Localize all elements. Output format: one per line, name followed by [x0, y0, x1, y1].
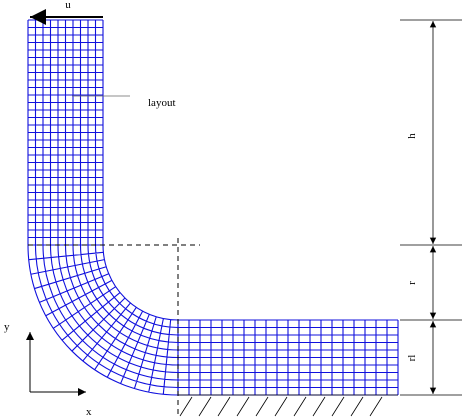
vertical-mesh [27, 19, 104, 246]
annotations: u layout h r rl y x [4, 0, 462, 418]
label-h: h [406, 133, 418, 139]
horizontal-mesh [177, 319, 399, 396]
ground-hatch [178, 394, 398, 417]
dimension-lines [400, 19, 462, 396]
bend-mesh [27, 244, 179, 396]
label-r: r [406, 281, 418, 285]
label-y: y [4, 321, 10, 333]
label-u: u [65, 0, 71, 11]
label-x: x [86, 406, 92, 418]
label-rl: rl [406, 355, 418, 362]
label-layout: layout [148, 97, 176, 109]
mesh [27, 19, 399, 417]
